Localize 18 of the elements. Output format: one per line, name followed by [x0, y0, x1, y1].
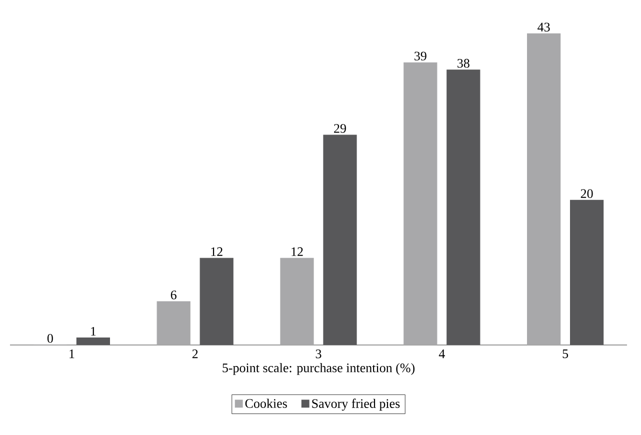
legend-label: Cookies: [245, 398, 287, 408]
x-tick-label: 5: [562, 350, 568, 358]
x-axis-title: 5-point scale: purchase intention (%): [222, 363, 415, 375]
data-label: 38: [458, 58, 470, 68]
data-label: 6: [170, 290, 176, 300]
legend-label: Savory fried pies: [312, 398, 400, 411]
x-tick-label: 2: [192, 350, 198, 358]
data-label: 12: [292, 247, 303, 256]
data-label: 20: [580, 189, 593, 198]
data-label: 39: [414, 52, 426, 60]
x-tick-label: 4: [438, 350, 445, 358]
data-label: 43: [538, 22, 550, 32]
data-label: 0: [47, 334, 53, 343]
x-tick-label: 1: [70, 350, 74, 358]
data-label: 29: [334, 124, 346, 133]
x-tick-label: 3: [316, 350, 322, 358]
data-label: 12: [211, 247, 222, 256]
data-label: 1: [91, 326, 96, 336]
